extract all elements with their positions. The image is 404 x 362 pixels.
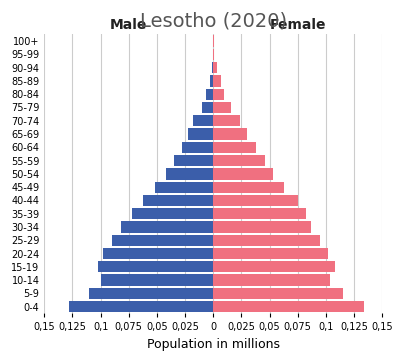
Bar [213, 235, 320, 246]
Bar [213, 75, 221, 87]
Bar [166, 168, 213, 180]
Bar [213, 129, 247, 140]
Bar [206, 89, 213, 100]
Bar [112, 235, 213, 246]
Bar [202, 102, 213, 113]
Bar [213, 62, 217, 73]
Bar [213, 155, 265, 166]
Bar [213, 301, 364, 312]
Bar [69, 301, 213, 312]
Bar [213, 248, 328, 259]
X-axis label: Population in millions: Population in millions [147, 338, 280, 351]
Bar [193, 115, 213, 126]
Bar [103, 248, 213, 259]
Bar [213, 195, 298, 206]
Bar [188, 129, 213, 140]
Bar [99, 261, 213, 273]
Bar [213, 102, 231, 113]
Title: Lesotho (2020): Lesotho (2020) [140, 11, 287, 30]
Bar [132, 208, 213, 219]
Bar [155, 181, 213, 193]
Bar [213, 115, 240, 126]
Bar [174, 155, 213, 166]
Bar [213, 274, 330, 286]
Bar [213, 142, 256, 153]
Bar [213, 49, 215, 60]
Bar [213, 208, 305, 219]
Bar [213, 288, 343, 299]
Bar [143, 195, 213, 206]
Text: Male: Male [110, 18, 147, 31]
Bar [89, 288, 213, 299]
Bar [213, 168, 273, 180]
Bar [213, 221, 311, 233]
Bar [210, 75, 213, 87]
Bar [101, 274, 213, 286]
Bar [182, 142, 213, 153]
Text: Female: Female [269, 18, 326, 31]
Bar [213, 261, 335, 273]
Bar [212, 62, 213, 73]
Bar [213, 89, 225, 100]
Bar [121, 221, 213, 233]
Bar [213, 181, 284, 193]
